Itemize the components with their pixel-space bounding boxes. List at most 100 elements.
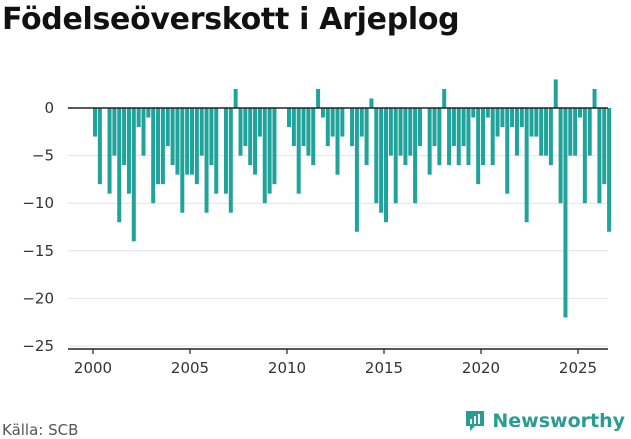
bar — [170, 108, 175, 166]
bar — [223, 108, 228, 194]
bar — [481, 108, 485, 166]
bar — [354, 108, 359, 232]
bar — [505, 108, 510, 194]
bar — [369, 98, 374, 108]
bar — [151, 108, 156, 204]
bar — [160, 108, 165, 185]
bar — [413, 108, 418, 204]
bar-chart-logo-icon — [466, 411, 485, 431]
bar — [578, 108, 582, 118]
bar — [364, 108, 369, 166]
y-tick-label: 0 — [44, 99, 54, 117]
bar — [233, 88, 238, 108]
bar — [573, 108, 578, 156]
bar — [485, 108, 490, 118]
bar — [272, 108, 277, 185]
bar — [93, 108, 97, 137]
bar — [253, 108, 258, 175]
bar — [190, 108, 194, 175]
bar — [209, 108, 214, 166]
y-axis-tick-labels: 0 −5 −10 −15 −20 −25 — [22, 99, 54, 355]
bar — [495, 108, 500, 137]
bar — [267, 108, 272, 194]
bar — [194, 108, 199, 185]
bar — [568, 108, 573, 156]
bar — [461, 108, 466, 147]
x-tick-label: 2015 — [365, 359, 403, 377]
bar — [379, 108, 384, 213]
bar — [146, 108, 151, 118]
x-tick-label: 2020 — [462, 359, 500, 377]
bar — [514, 108, 519, 156]
bar — [534, 108, 539, 137]
bars — [68, 79, 612, 318]
bar — [524, 108, 529, 223]
bar — [432, 108, 437, 147]
bar — [238, 108, 243, 156]
y-tick-label: −10 — [22, 194, 54, 212]
bar — [490, 108, 495, 166]
bar — [112, 108, 117, 156]
bar — [374, 108, 379, 204]
bar — [544, 108, 549, 156]
bar — [185, 108, 190, 175]
bar — [582, 108, 587, 204]
bar — [320, 108, 325, 118]
bar — [384, 108, 388, 223]
y-tick-label: −25 — [22, 337, 54, 355]
bar — [306, 108, 311, 156]
bar — [350, 108, 355, 147]
bar — [316, 88, 321, 108]
bar — [510, 108, 515, 128]
bar — [548, 108, 553, 166]
y-tick-label: −15 — [22, 242, 54, 260]
bar — [136, 108, 141, 128]
bar — [199, 108, 204, 156]
y-tick-label: −20 — [22, 289, 54, 307]
bar — [97, 108, 102, 185]
x-axis: 2000 2005 2010 2015 2020 2025 — [68, 348, 608, 377]
bar — [447, 108, 452, 166]
bar — [262, 108, 267, 204]
bar — [340, 108, 345, 137]
bar — [471, 108, 476, 118]
bar — [248, 108, 253, 166]
bar — [117, 108, 122, 223]
bar — [388, 108, 393, 156]
bar — [243, 108, 248, 147]
bar — [296, 108, 301, 194]
bar — [597, 108, 602, 204]
bar — [500, 108, 505, 128]
y-tick-label: −5 — [32, 147, 54, 165]
bar — [607, 108, 612, 232]
x-tick-label: 2025 — [559, 359, 597, 377]
bar — [427, 108, 432, 175]
x-tick-label: 2005 — [171, 359, 209, 377]
bar — [180, 108, 185, 213]
bar — [403, 108, 408, 166]
bar — [442, 88, 447, 108]
bar — [456, 108, 461, 166]
bar — [408, 108, 413, 156]
bar — [287, 108, 291, 128]
bar — [325, 108, 330, 147]
bar — [592, 88, 597, 108]
bar — [558, 108, 563, 204]
bar — [141, 108, 146, 156]
bar — [553, 79, 558, 108]
bar — [359, 108, 364, 137]
newsworthy-logo: Newsworthy — [464, 409, 625, 433]
bar — [602, 108, 607, 185]
bar — [437, 108, 442, 166]
bar — [122, 108, 127, 166]
bar — [587, 108, 592, 156]
bar — [539, 108, 544, 156]
bar — [175, 108, 180, 175]
bar — [311, 108, 316, 166]
bar — [398, 108, 403, 156]
bar — [417, 108, 422, 147]
bar — [228, 108, 233, 213]
bar — [204, 108, 209, 213]
